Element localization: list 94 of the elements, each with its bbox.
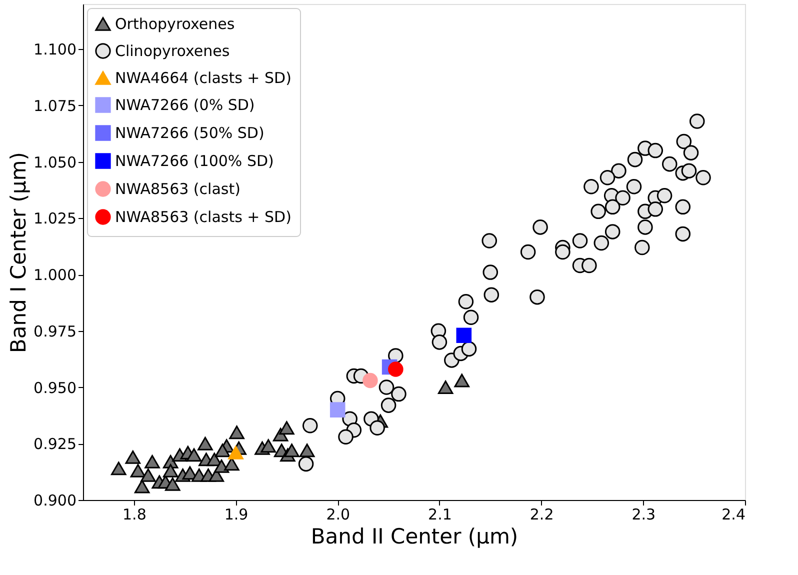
point — [388, 362, 404, 377]
point — [228, 446, 244, 460]
point — [600, 170, 616, 186]
point — [198, 436, 213, 450]
point — [164, 478, 180, 491]
x-tick-label: 2.2 — [530, 506, 554, 524]
point — [224, 457, 240, 471]
point — [140, 468, 156, 482]
point — [370, 420, 385, 436]
x-tick-label: 2.4 — [722, 506, 746, 524]
point — [391, 386, 406, 402]
point — [380, 398, 396, 413]
point — [582, 258, 597, 274]
point — [555, 244, 570, 260]
legend-label: NWA7266 (0% SD) — [115, 96, 255, 114]
point — [626, 178, 642, 194]
y-axis-title: Band I Center (μm) — [6, 152, 31, 354]
point — [338, 429, 354, 444]
point — [615, 190, 630, 206]
point — [299, 444, 315, 458]
legend-label: NWA4664 (clasts + SD) — [115, 69, 292, 87]
point — [130, 464, 146, 478]
legend-label: NWA7266 (50% SD) — [115, 124, 264, 142]
point — [590, 204, 606, 220]
x-tick-label: 2.0 — [326, 506, 350, 524]
point — [302, 418, 318, 434]
point — [638, 220, 653, 235]
point — [454, 374, 470, 388]
point — [438, 380, 454, 394]
point — [461, 341, 477, 357]
point — [378, 380, 394, 395]
point — [362, 372, 378, 388]
y-tick-label: 1.075 — [34, 96, 76, 115]
point — [482, 264, 498, 280]
point — [604, 224, 620, 240]
point — [186, 448, 202, 462]
x-axis-title: Band II Center (μm) — [310, 524, 518, 548]
point — [482, 233, 498, 248]
point — [676, 134, 692, 150]
y-tick-label: 0.975 — [34, 322, 76, 340]
point — [229, 426, 244, 440]
point — [456, 328, 472, 344]
y-tick-label: 1.050 — [34, 153, 76, 172]
x-tick-label: 1.9 — [224, 506, 248, 524]
point — [648, 142, 664, 158]
point — [627, 152, 643, 168]
point — [125, 450, 141, 464]
point — [162, 464, 178, 478]
point — [284, 444, 300, 458]
x-tick-label: 1.8 — [122, 506, 146, 524]
point — [530, 289, 545, 305]
point — [662, 156, 678, 172]
point — [463, 310, 479, 326]
legend-label: NWA8563 (clast) — [115, 180, 240, 198]
x-tick-label: 2.3 — [632, 506, 656, 524]
point — [656, 188, 672, 204]
point — [611, 163, 626, 178]
x-tick-label: 2.1 — [428, 506, 452, 524]
point — [689, 114, 705, 129]
point — [572, 233, 588, 248]
y-tick-label: 1.025 — [34, 210, 76, 228]
point — [279, 421, 294, 435]
legend-label: Clinopyroxenes — [115, 42, 230, 60]
point — [681, 163, 697, 178]
point — [675, 199, 691, 215]
legend-label: Orthopyroxenes — [115, 15, 235, 33]
point — [484, 287, 500, 302]
point — [214, 444, 230, 458]
point — [432, 334, 448, 350]
y-tick-label: 1.100 — [34, 40, 76, 59]
point — [458, 294, 474, 310]
y-tick-label: 0.900 — [34, 492, 76, 510]
point — [648, 202, 664, 217]
point — [594, 235, 610, 251]
legend-label: NWA8563 (clasts + SD) — [115, 208, 292, 226]
y-tick-label: 0.950 — [34, 378, 76, 397]
point — [330, 402, 346, 418]
legend-label: NWA7266 (100% SD) — [115, 152, 274, 170]
point — [144, 454, 160, 468]
point — [683, 145, 699, 160]
y-tick-label: 0.925 — [34, 435, 76, 454]
point — [214, 459, 230, 473]
y-tick-label: 1.000 — [34, 266, 76, 284]
point — [634, 240, 650, 256]
point — [520, 244, 536, 260]
point — [675, 226, 691, 242]
point — [298, 456, 314, 472]
point — [260, 439, 276, 453]
point — [696, 170, 711, 186]
point — [134, 480, 150, 494]
point — [604, 199, 620, 215]
point — [111, 462, 126, 476]
point — [584, 178, 599, 194]
point — [532, 220, 548, 235]
